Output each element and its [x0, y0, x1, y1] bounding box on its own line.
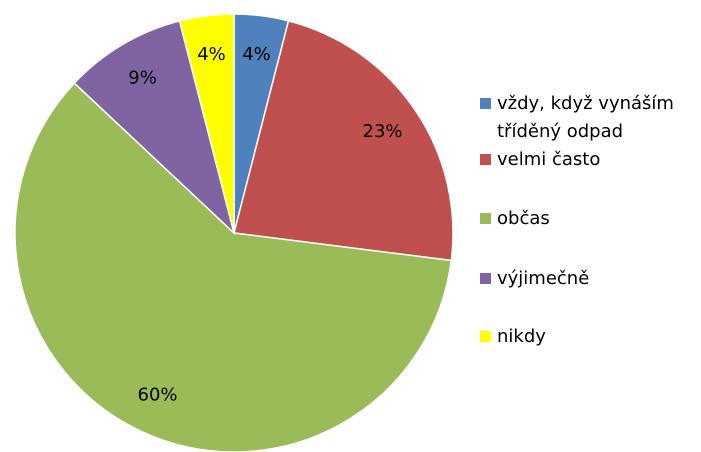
data-label: 9% — [128, 67, 157, 88]
legend-swatch — [480, 273, 491, 284]
pie-slice — [73, 19, 236, 236]
legend-swatch — [480, 154, 491, 165]
legend-label: velmi často — [497, 149, 601, 170]
data-label: 4% — [197, 44, 226, 65]
legend-swatch — [480, 213, 491, 224]
pie-slice — [14, 82, 453, 452]
data-label: 4% — [242, 44, 271, 65]
legend-item: výjimečně — [480, 265, 695, 293]
pie-slice — [178, 13, 235, 234]
legend-label: nikdy — [497, 326, 546, 347]
legend-label: občas — [497, 208, 550, 229]
data-label: 23% — [363, 121, 403, 142]
legend-item: občas — [480, 205, 695, 233]
legend-item: velmi často — [480, 146, 695, 174]
legend-swatch — [480, 98, 491, 109]
legend-item: nikdy — [480, 323, 695, 351]
legend-swatch — [480, 331, 491, 342]
data-label: 60% — [138, 384, 178, 405]
pie-slice — [233, 19, 454, 262]
legend-item: vždy, když vynáším tříděný odpad — [480, 90, 695, 146]
legend-label: vždy, když vynáším tříděný odpad — [497, 93, 674, 142]
legend-label: výjimečně — [497, 268, 590, 289]
